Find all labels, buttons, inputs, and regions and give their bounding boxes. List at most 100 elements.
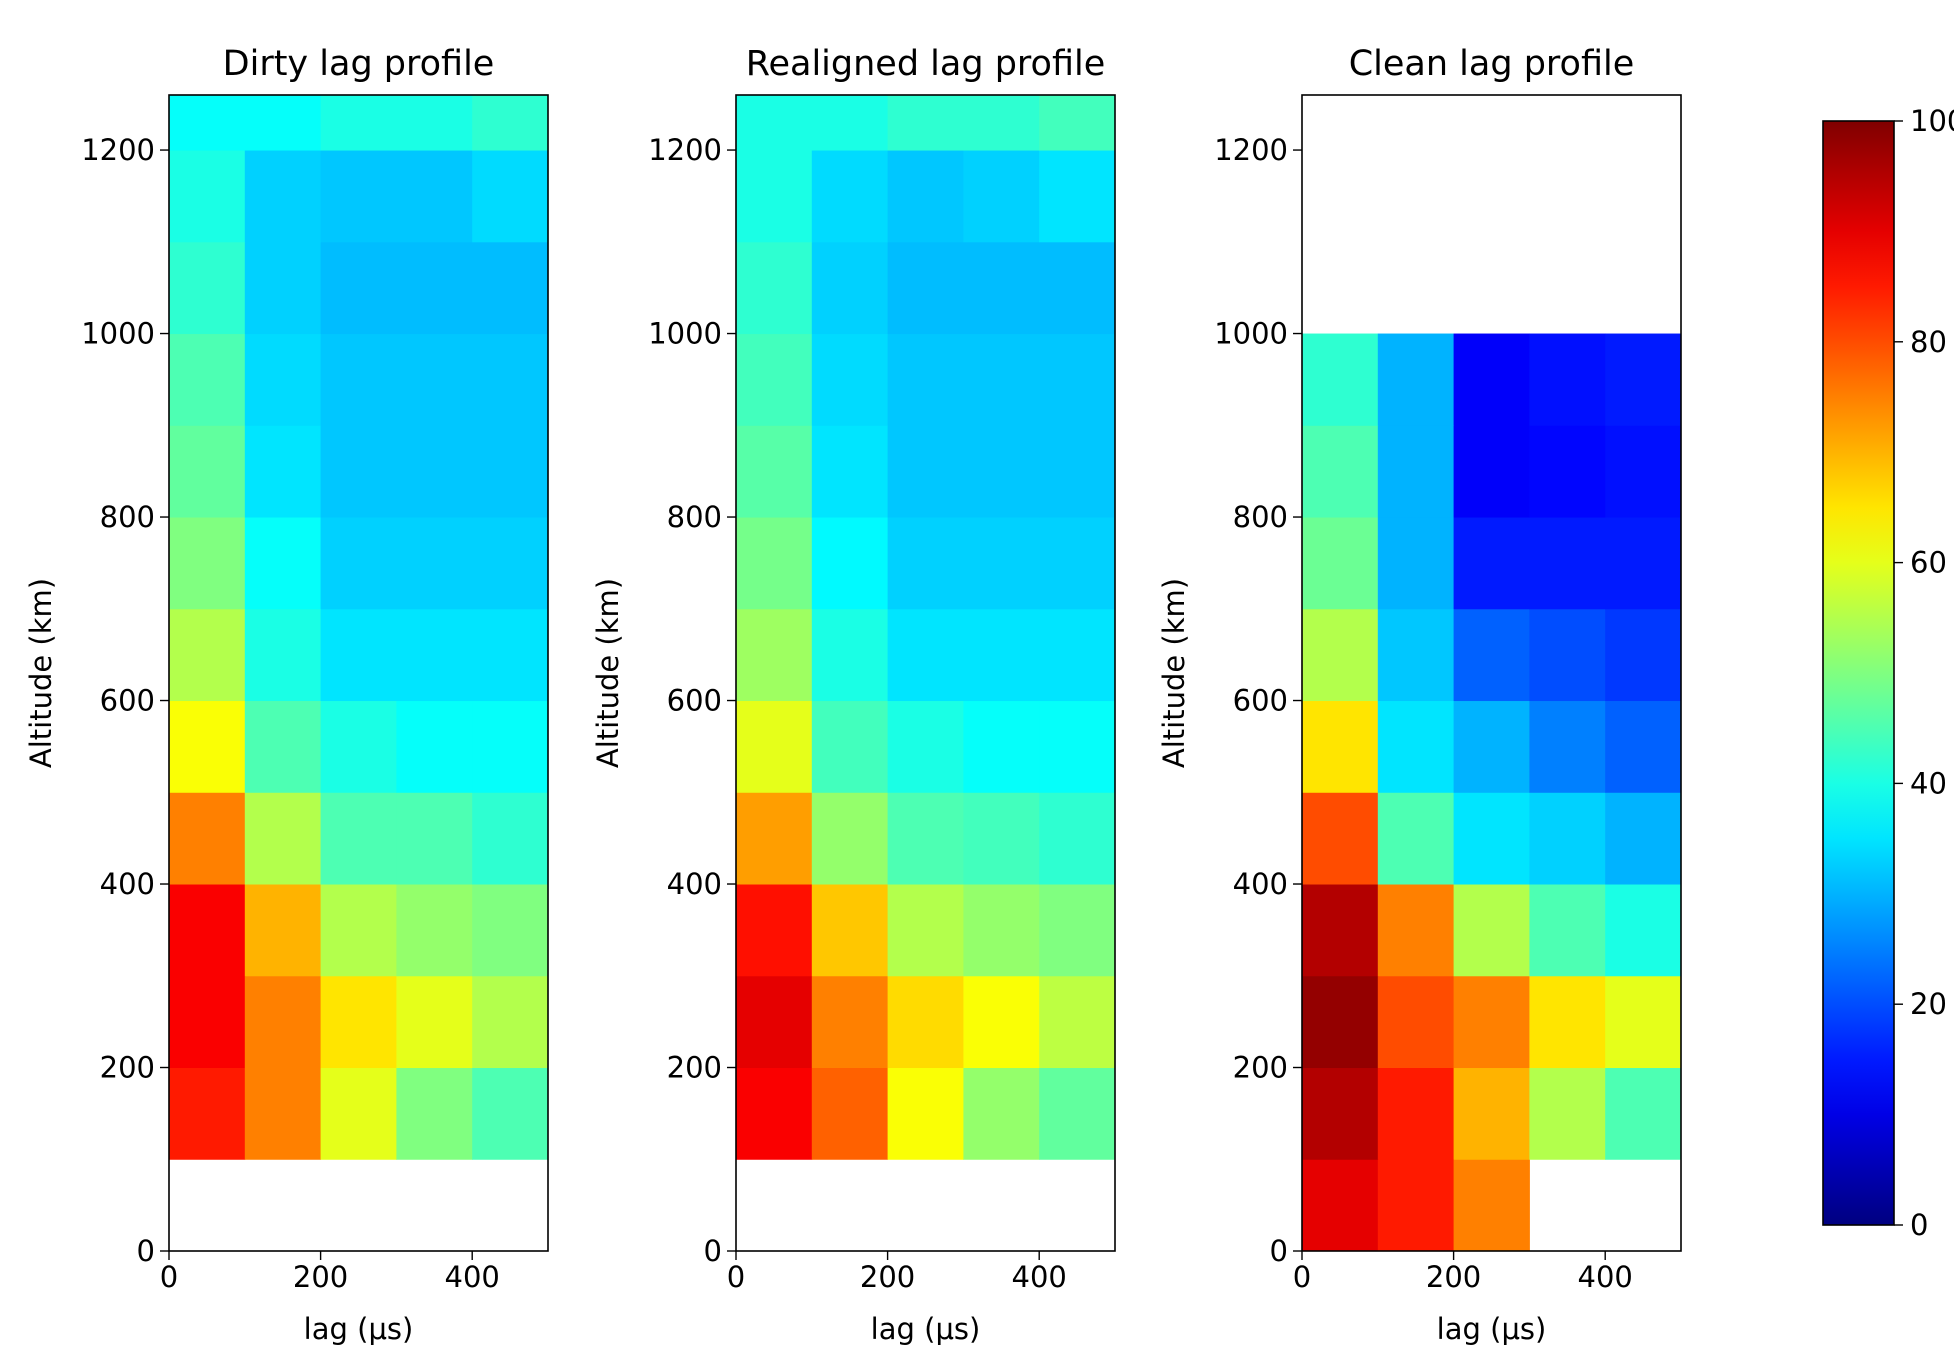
axes-frame bbox=[168, 94, 549, 1252]
heatmap-cell bbox=[1302, 333, 1379, 426]
axes-frame bbox=[1301, 94, 1682, 1252]
colorbar bbox=[1822, 120, 1895, 1226]
heatmap-cell bbox=[963, 241, 1040, 335]
heatmap-cell bbox=[396, 95, 473, 151]
heatmap-cell bbox=[736, 975, 813, 1069]
heatmap-cell bbox=[1302, 517, 1379, 610]
heatmap-cell bbox=[472, 425, 549, 518]
y-axis-label: Altitude (km) bbox=[1157, 578, 1191, 768]
heatmap-cell bbox=[1039, 608, 1116, 702]
heatmap-cell bbox=[1453, 975, 1530, 1069]
heatmap-cell bbox=[1377, 700, 1455, 793]
colorbar-tick-label: 20 bbox=[1910, 987, 1947, 1021]
heatmap-cell bbox=[472, 792, 549, 885]
heatmap-cell bbox=[736, 241, 813, 335]
colorbar-tick-label: 80 bbox=[1910, 325, 1947, 359]
heatmap-cell bbox=[1039, 792, 1116, 885]
heatmap-cell bbox=[169, 333, 246, 426]
y-tick-label: 600 bbox=[1233, 684, 1288, 718]
heatmap-cell bbox=[1605, 608, 1682, 702]
heatmap-cell bbox=[1377, 884, 1455, 977]
y-tick-label: 600 bbox=[667, 684, 722, 718]
heatmap-cell bbox=[1529, 608, 1606, 702]
heatmap-cell bbox=[169, 150, 246, 243]
heatmap-cell bbox=[1605, 517, 1682, 610]
heatmap-cell bbox=[887, 884, 964, 977]
heatmap-cell bbox=[1453, 425, 1530, 518]
heatmap-cell bbox=[320, 1067, 397, 1160]
heatmap-cell bbox=[1302, 975, 1379, 1069]
heatmap-cell bbox=[1529, 792, 1606, 885]
heatmap-cell bbox=[963, 792, 1040, 885]
heatmap-cell bbox=[472, 975, 549, 1069]
heatmap-cell bbox=[1377, 517, 1455, 610]
heatmap-cells bbox=[169, 95, 549, 1160]
x-tick-label: 200 bbox=[293, 1260, 348, 1294]
heatmap-cell bbox=[472, 95, 549, 151]
heatmap-cell bbox=[887, 792, 964, 885]
y-axis-label: Altitude (km) bbox=[24, 578, 58, 768]
heatmap-cell bbox=[1529, 1067, 1606, 1160]
y-tick-label: 200 bbox=[1233, 1051, 1288, 1085]
heatmap-cell bbox=[811, 975, 889, 1069]
heatmap-cell bbox=[811, 333, 889, 426]
colorbar-tick-label: 0 bbox=[1910, 1208, 1928, 1242]
y-tick-label: 200 bbox=[100, 1051, 155, 1085]
x-tick-label: 0 bbox=[727, 1260, 745, 1294]
heatmap-cell bbox=[396, 608, 473, 702]
heatmap-cell bbox=[1453, 517, 1530, 610]
heatmap-cell bbox=[1377, 792, 1455, 885]
heatmap-cell bbox=[887, 241, 964, 335]
heatmap-cell bbox=[1302, 884, 1379, 977]
heatmap-cell bbox=[244, 608, 322, 702]
y-tick-label: 600 bbox=[100, 684, 155, 718]
heatmap-cell bbox=[472, 884, 549, 977]
heatmap-cell bbox=[396, 792, 473, 885]
heatmap-cell bbox=[1605, 975, 1682, 1069]
x-axis-label: lag (μs) bbox=[304, 1312, 414, 1346]
heatmap-cell bbox=[887, 150, 964, 243]
heatmap-cells bbox=[736, 95, 1116, 1160]
y-tick-label: 800 bbox=[100, 500, 155, 534]
y-tick-label: 400 bbox=[100, 867, 155, 901]
heatmap-cell bbox=[811, 150, 889, 243]
heatmap-cell bbox=[1605, 792, 1682, 885]
heatmap-cell bbox=[396, 517, 473, 610]
x-tick-label: 400 bbox=[1012, 1260, 1067, 1294]
x-axis-label: lag (μs) bbox=[1437, 1312, 1547, 1346]
y-tick-label: 1200 bbox=[648, 133, 722, 167]
heatmap-cell bbox=[1605, 700, 1682, 793]
heatmap-cell bbox=[811, 884, 889, 977]
heatmap-cell bbox=[963, 975, 1040, 1069]
heatmap-cell bbox=[887, 608, 964, 702]
colorbar-tick-label: 40 bbox=[1910, 766, 1947, 800]
heatmap-cell bbox=[811, 608, 889, 702]
heatmap-cell bbox=[811, 241, 889, 335]
heatmap-cell bbox=[1453, 792, 1530, 885]
y-tick-label: 0 bbox=[704, 1234, 722, 1268]
heatmap-cell bbox=[887, 95, 964, 151]
heatmap-cell bbox=[1039, 700, 1116, 793]
heatmap-cell bbox=[736, 425, 813, 518]
y-tick-label: 0 bbox=[137, 1234, 155, 1268]
heatmap-cell bbox=[736, 700, 813, 793]
heatmap-cell bbox=[1302, 425, 1379, 518]
heatmap-cell bbox=[396, 333, 473, 426]
heatmap-cell bbox=[887, 1067, 964, 1160]
heatmap-cell bbox=[244, 700, 322, 793]
heatmap-cell bbox=[396, 425, 473, 518]
chart-title: Clean lag profile bbox=[1349, 44, 1635, 84]
heatmap-cell bbox=[1377, 975, 1455, 1069]
heatmap-cell bbox=[169, 95, 246, 151]
heatmap-cell bbox=[736, 517, 813, 610]
x-tick-label: 400 bbox=[1578, 1260, 1633, 1294]
heatmap-cell bbox=[1453, 333, 1530, 426]
heatmap-cell bbox=[244, 517, 322, 610]
heatmap-cell bbox=[320, 241, 397, 335]
heatmap-cell bbox=[963, 333, 1040, 426]
heatmap-cell bbox=[1453, 608, 1530, 702]
y-tick-label: 800 bbox=[1233, 500, 1288, 534]
heatmap-cell bbox=[811, 425, 889, 518]
heatmap-cell bbox=[472, 608, 549, 702]
